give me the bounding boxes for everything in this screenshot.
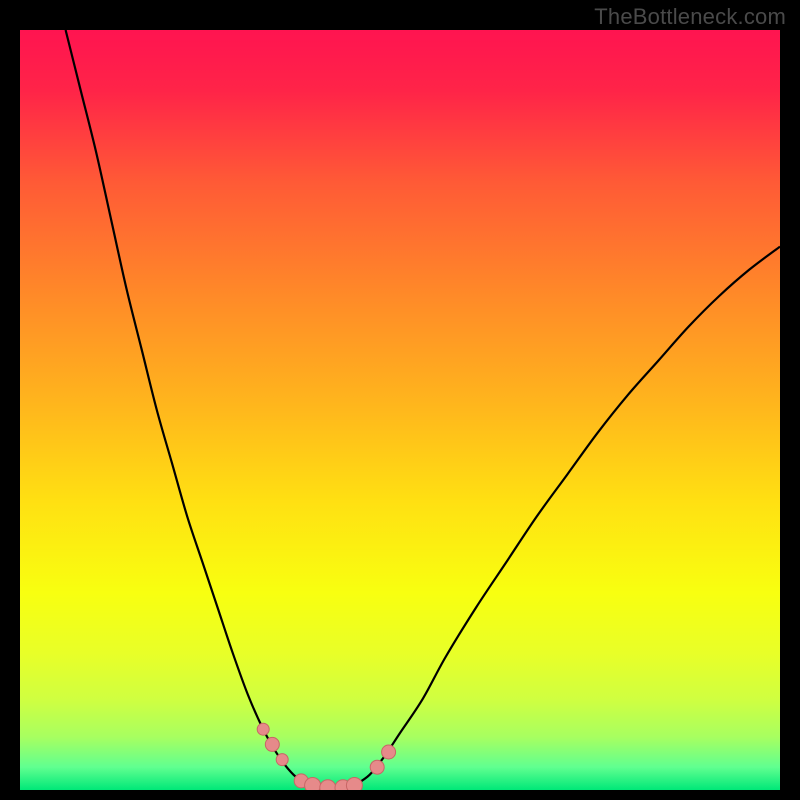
- valley-marker: [346, 777, 362, 790]
- valley-marker: [276, 754, 288, 766]
- valley-marker: [265, 737, 279, 751]
- bottleneck-chart: [20, 30, 780, 790]
- watermark-text: TheBottleneck.com: [594, 4, 786, 30]
- valley-marker: [257, 723, 269, 735]
- chart-background: [20, 30, 780, 790]
- valley-marker: [370, 760, 384, 774]
- valley-marker: [382, 745, 396, 759]
- valley-marker: [305, 777, 321, 790]
